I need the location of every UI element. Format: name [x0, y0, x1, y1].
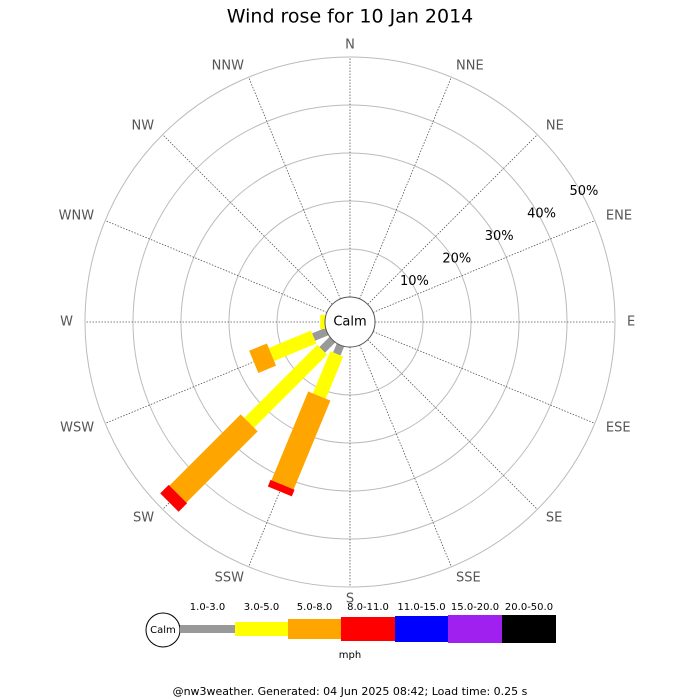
calm-label: Calm: [333, 315, 366, 330]
direction-label: NNW: [212, 59, 244, 74]
legend-swatch: [235, 622, 288, 636]
bar-segment: [333, 343, 345, 356]
bar-segment: [244, 344, 328, 428]
direction-label: S: [346, 592, 354, 607]
legend-label: 1.0-3.0: [190, 602, 225, 613]
bar-segment: [268, 330, 317, 361]
direction-label: WNW: [59, 208, 95, 223]
direction-label: N: [345, 38, 355, 53]
spoke: [372, 331, 595, 424]
direction-label: ESE: [606, 421, 631, 436]
spoke: [359, 344, 452, 567]
bar-segment: [271, 391, 331, 490]
bar-segment: [169, 414, 258, 503]
direction-label: WSW: [60, 421, 94, 436]
direction-label: E: [627, 315, 635, 330]
chart-title: Wind rose for 10 Jan 2014: [227, 6, 474, 28]
legend-swatch: [395, 616, 448, 642]
spoke: [248, 77, 341, 300]
direction-label: NNE: [456, 59, 484, 74]
bar-segment: [320, 315, 326, 329]
legend-label: 20.0-50.0: [505, 602, 553, 613]
r-tick-label: 40%: [527, 207, 556, 222]
bar-segment: [312, 327, 329, 341]
spoke: [367, 339, 538, 510]
bar-segment: [160, 484, 188, 512]
spoke: [372, 220, 595, 313]
direction-label: SSE: [456, 570, 481, 585]
direction-label: SE: [546, 510, 562, 525]
bar-segment: [249, 343, 277, 373]
r-tick-label: 10%: [400, 274, 429, 289]
direction-label: ENE: [606, 208, 632, 223]
legend-label: 3.0-5.0: [244, 602, 279, 613]
direction-label: SW: [133, 510, 154, 525]
direction-label: W: [60, 315, 73, 330]
r-tick-label: 30%: [485, 229, 514, 244]
legend-label: 15.0-20.0: [451, 602, 499, 613]
direction-label: NW: [132, 119, 155, 134]
legend-label: 5.0-8.0: [297, 602, 332, 613]
legend-label: 8.0-11.0: [347, 602, 389, 613]
legend-swatch: [502, 615, 556, 643]
grid-ring: [84, 56, 616, 588]
footer: @nw3weather. Generated: 04 Jun 2025 08:4…: [173, 685, 528, 698]
legend-swatch: [288, 619, 341, 639]
legend-calm-label: Calm: [150, 625, 176, 636]
r-tick-label: 50%: [570, 184, 599, 199]
bar-segment: [267, 479, 295, 497]
unit-label: mph: [339, 650, 361, 661]
direction-label: SSW: [215, 570, 245, 585]
spoke: [367, 134, 538, 305]
calm-circle: [324, 296, 376, 348]
legend-swatch: [180, 625, 235, 633]
spoke: [162, 134, 333, 305]
legend-label: 11.0-15.0: [397, 602, 445, 613]
direction-label: NE: [546, 119, 564, 134]
bar-segment: [319, 336, 336, 353]
legend-swatch: [341, 617, 395, 641]
legend-swatch: [448, 615, 502, 643]
spoke: [105, 220, 328, 313]
r-tick-label: 20%: [442, 252, 471, 267]
spoke: [359, 77, 452, 300]
bar-segment: [312, 351, 344, 399]
